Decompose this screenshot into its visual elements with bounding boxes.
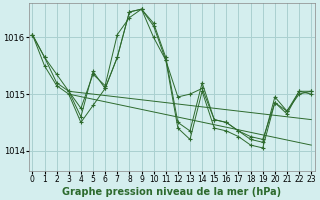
X-axis label: Graphe pression niveau de la mer (hPa): Graphe pression niveau de la mer (hPa) bbox=[62, 187, 281, 197]
